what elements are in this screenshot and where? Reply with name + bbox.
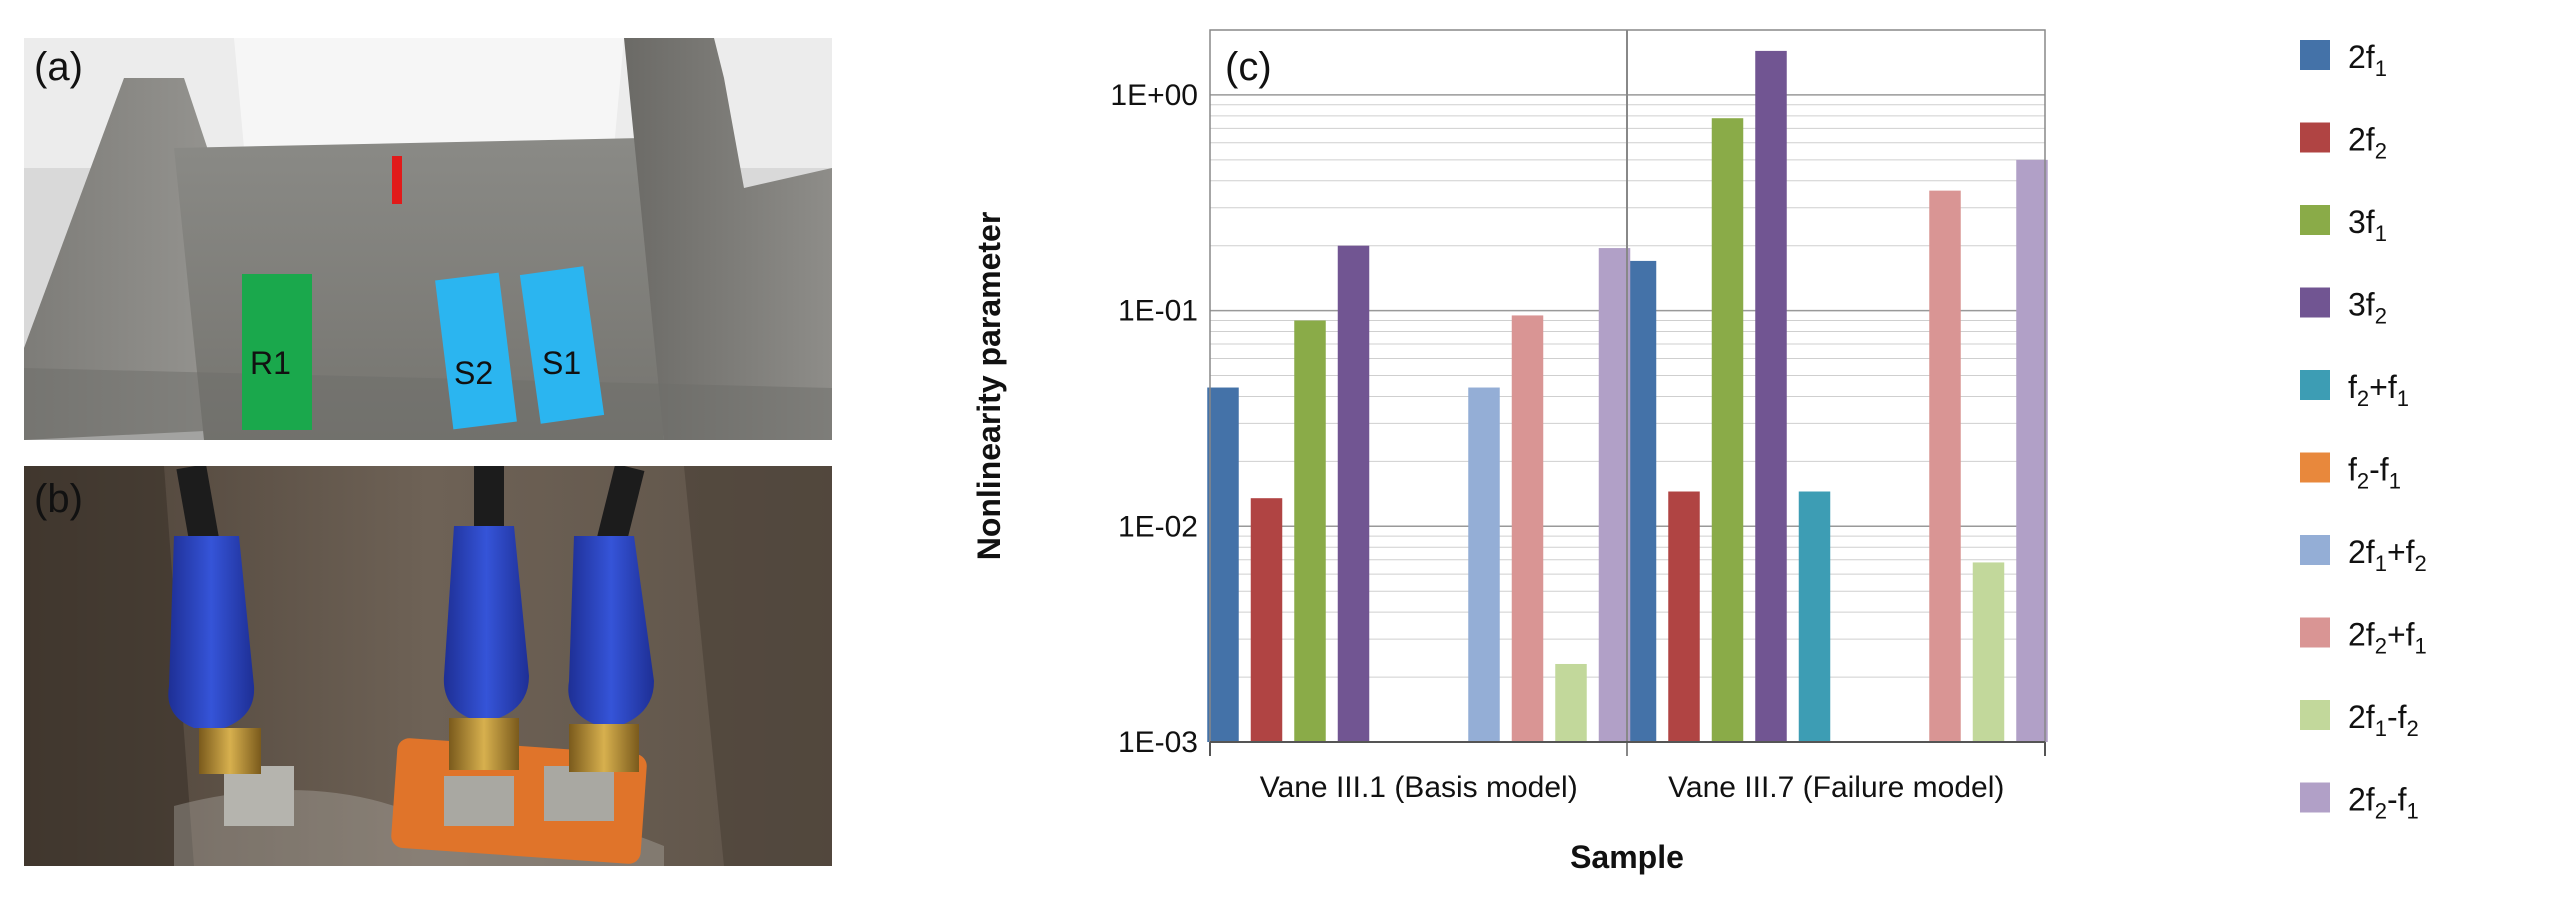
legend-swatch-2f1+f2: [2300, 535, 2330, 565]
sensor-s2-label: S2: [454, 355, 493, 391]
bar-2f2-f1-2: [2016, 159, 2048, 743]
bar-2f2+f1-2: [1929, 190, 1961, 742]
bar-2f1+f2-1: [1468, 387, 1500, 742]
connector-middle: [443, 526, 529, 718]
legend-swatch-2f2-f1: [2300, 782, 2330, 813]
legend-swatch-2f2+f1: [2300, 617, 2330, 648]
nonlinearity-bar-chart: 1E-03 1E-02 1E-01 1E+00 Vane III.1 (Basis m…: [900, 0, 2558, 899]
bar-f2+f1-2: [1798, 491, 1831, 742]
red-marker: [392, 156, 402, 204]
panel-b-label: (b): [34, 477, 83, 521]
y-tick-label: 1E-02: [1118, 510, 1198, 543]
x-tick-labels: Vane III.1 (Basis model) Vane III.7 (Fail…: [1260, 771, 2005, 804]
legend-label-f2+f1: f2+f1: [2348, 369, 2409, 411]
legend: 2f1 2f2 3f1 3f2 f2+f1 f2-f1 2f1+f2 2f2+f1 2f1-f2…: [2300, 39, 2427, 824]
bar-2f2-1: [1250, 498, 1283, 742]
legend-label-2f1: 2f1: [2348, 39, 2387, 81]
bar-2f2+f1-1: [1511, 315, 1544, 742]
legend-label-2f1-f2: 2f1-f2: [2348, 699, 2419, 741]
legend-label-3f1: 3f1: [2348, 204, 2387, 246]
legend-label-3f2: 3f2: [2348, 287, 2387, 329]
y-tick-label: 1E+00: [1110, 79, 1198, 112]
sensor-s2-patch: [435, 272, 517, 430]
bar-2f2-2: [1668, 491, 1700, 742]
bar-3f1-2: [1711, 118, 1744, 743]
photo-b-connectors: (b): [24, 466, 832, 866]
bar-3f2-2: [1755, 50, 1787, 743]
connector-left: [168, 536, 255, 728]
bar-2f1-f2-2: [1972, 562, 2005, 742]
legend-label-2f2-f1: 2f2-f1: [2348, 782, 2419, 824]
sensor-r1-label: R1: [250, 345, 291, 381]
bar-2f1-f2-1: [1555, 663, 1587, 742]
panel-c-label: (c): [1225, 45, 1272, 89]
legend-swatch-2f1-f2: [2300, 700, 2330, 730]
bar-3f1-1: [1294, 320, 1326, 742]
panel-a-label: (a): [34, 45, 83, 89]
y-tick-label: 1E-01: [1118, 295, 1198, 328]
bars: [1207, 50, 2048, 743]
x-tick-label: Vane III.7 (Failure model): [1668, 771, 2004, 804]
legend-label-f2-f1: f2-f1: [2348, 452, 2401, 494]
bar-2f2-f1-1: [1598, 248, 1631, 742]
legend-swatch-f2+f1: [2300, 370, 2330, 400]
y-tick-labels: 1E-03 1E-02 1E-01 1E+00: [1110, 79, 1198, 759]
legend-swatch-f2-f1: [2300, 452, 2330, 483]
photo-a-vane-sensors: R1 S2 S1 (a): [24, 38, 832, 440]
legend-label-2f1+f2: 2f1+f2: [2348, 534, 2427, 576]
legend-swatch-3f1: [2300, 205, 2330, 235]
y-tick-label: 1E-03: [1118, 726, 1198, 759]
legend-label-2f2+f1: 2f2+f1: [2348, 617, 2427, 659]
sensor-s1-patch: [519, 266, 605, 424]
legend-label-2f2: 2f2: [2348, 122, 2387, 164]
sensor-s1-label: S1: [542, 345, 581, 381]
legend-swatch-2f1: [2300, 40, 2330, 70]
bar-2f1-1: [1207, 387, 1239, 742]
sensor-r1-patch: [242, 274, 312, 430]
connector-right: [568, 536, 654, 724]
x-tick-label: Vane III.1 (Basis model): [1260, 771, 1578, 804]
y-axis-title: Nonlinearity parameter: [971, 212, 1007, 561]
legend-swatch-3f2: [2300, 287, 2330, 318]
bar-3f2-1: [1337, 245, 1370, 743]
x-axis-title: Sample: [1570, 839, 1684, 875]
legend-swatch-2f2: [2300, 122, 2330, 153]
